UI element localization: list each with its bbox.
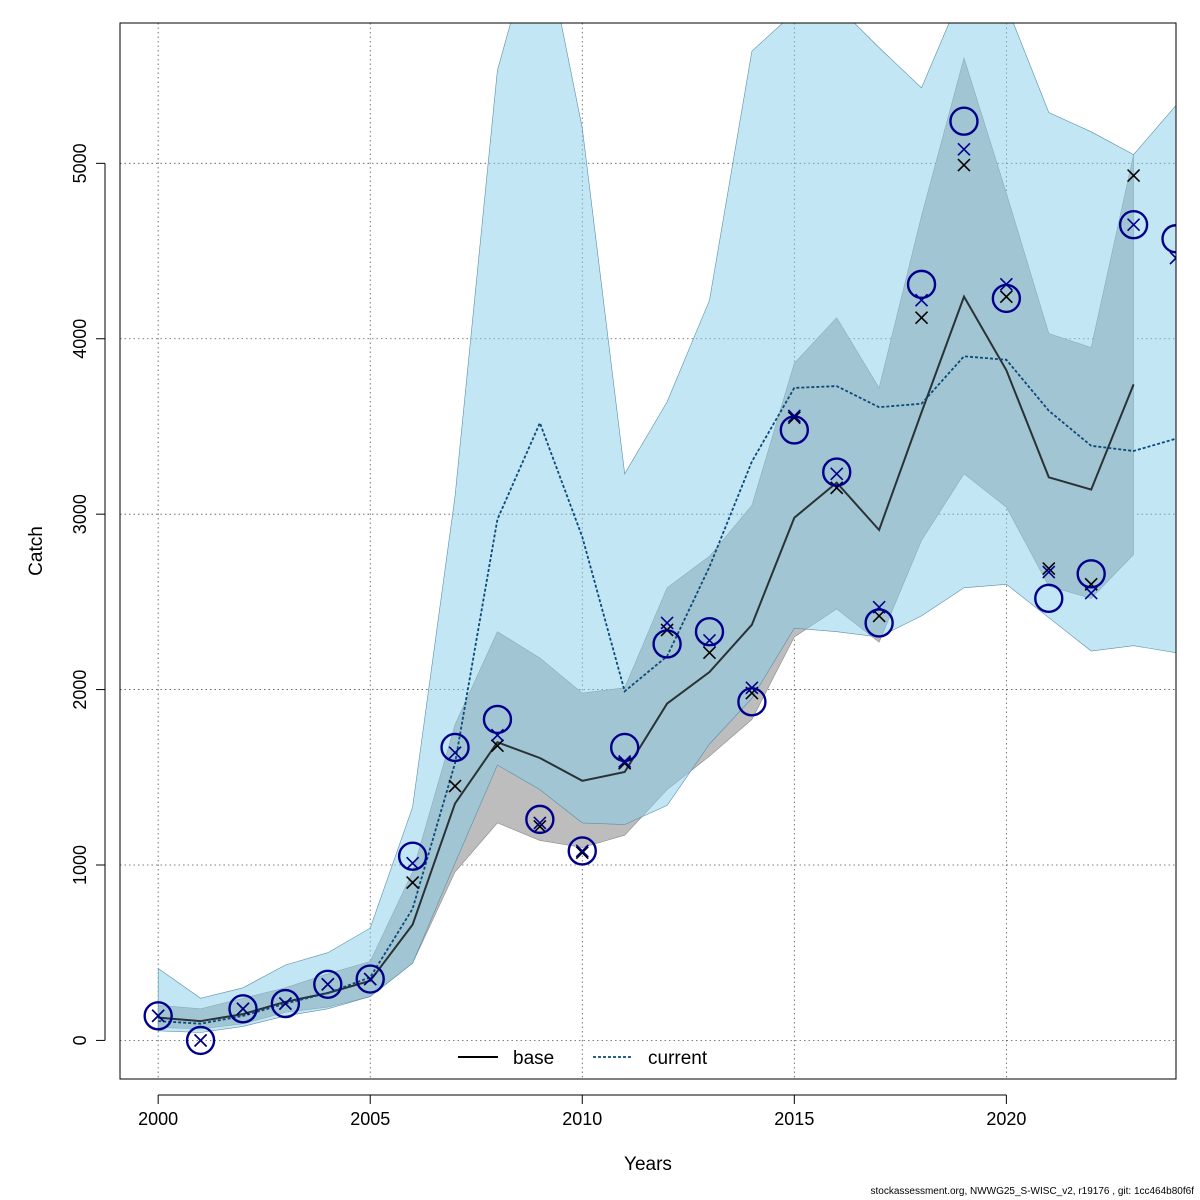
observed-circle-2008 xyxy=(482,704,513,735)
observed-circle-2001 xyxy=(185,1025,216,1056)
current-cross-2022 xyxy=(1084,586,1098,600)
current-line xyxy=(158,355,1176,1025)
current-cross-2007 xyxy=(448,746,462,760)
observed-circle-2012 xyxy=(652,629,682,659)
base-cross-2010 xyxy=(575,846,589,860)
current-cross-2012 xyxy=(660,616,674,630)
x-tick-label-2000: 2000 xyxy=(138,1109,178,1129)
observed-circle-2014 xyxy=(737,687,767,717)
plot-frame xyxy=(119,22,1177,1080)
x-tick-label-2005: 2005 xyxy=(350,1109,390,1129)
y-tick-label-3000: 3000 xyxy=(70,494,90,534)
observed-circle-2017 xyxy=(864,608,894,638)
base-cross-2009 xyxy=(533,819,547,833)
observed-circle-2004 xyxy=(313,969,343,999)
observed-circle-2019 xyxy=(949,106,979,136)
footer-credit: stockassessment.org, NWWG25_S-WISC_v2, r… xyxy=(870,1186,1194,1197)
current-cross-2005 xyxy=(363,972,377,986)
base-cross-2020 xyxy=(999,290,1013,304)
current-cross-2000 xyxy=(151,1009,165,1023)
current-cross-2016 xyxy=(830,467,844,481)
y-axis: 0 1000 2000 3000 4000 5000 xyxy=(70,143,106,1045)
observed-circle-2023 xyxy=(1118,210,1149,240)
base-cross-2015 xyxy=(787,411,801,425)
observed-circle-2015 xyxy=(779,415,810,445)
base-cross-2006 xyxy=(406,875,420,890)
observed-circle-2020 xyxy=(991,283,1022,314)
observed-circle-2009 xyxy=(525,804,555,835)
x-axis: 2000 2005 2010 2015 2020 xyxy=(138,1094,1026,1129)
base-cross-2023 xyxy=(1127,169,1141,183)
observed-circle-2018 xyxy=(906,269,937,300)
current-cross-2001 xyxy=(194,1033,208,1047)
current-cross-2023 xyxy=(1127,218,1141,232)
observed-circle-2005 xyxy=(355,964,385,994)
current-cross-2003 xyxy=(278,997,292,1011)
current-cross-2019 xyxy=(957,142,971,156)
observed-circle-2006 xyxy=(397,841,428,871)
x-axis-title: Years xyxy=(624,1154,672,1175)
y-tick-label-0: 0 xyxy=(70,1035,90,1045)
observed-circle-2024 xyxy=(1161,224,1176,254)
base-cross-2021 xyxy=(1042,561,1056,576)
observation-markers xyxy=(143,106,1176,1056)
y-tick-label-5000: 5000 xyxy=(70,143,90,183)
base-cross-2013 xyxy=(702,646,717,660)
x-tick-label-2015: 2015 xyxy=(774,1109,814,1129)
observed-circle-2021 xyxy=(1034,583,1064,614)
legend-base-label: base xyxy=(513,1048,554,1069)
base-cross-2018 xyxy=(914,311,929,325)
base-cross-2007 xyxy=(448,779,462,793)
x-tick-label-2020: 2020 xyxy=(986,1109,1026,1129)
y-tick-label-4000: 4000 xyxy=(70,319,90,359)
current-confidence-band xyxy=(157,23,1176,1033)
base-cross-2008 xyxy=(490,739,505,753)
y-axis-title: Catch xyxy=(26,526,47,576)
current-cross-2010 xyxy=(575,844,589,858)
current-cross-2004 xyxy=(321,977,335,991)
x-tick-label-2010: 2010 xyxy=(562,1109,602,1129)
observed-circle-2007 xyxy=(440,732,470,763)
y-tick-label-2000: 2000 xyxy=(70,670,90,710)
current-cross-2009 xyxy=(533,816,547,830)
base-cross-2019 xyxy=(957,158,971,172)
legend-current-label: current xyxy=(648,1048,708,1069)
confidence-bands xyxy=(157,23,1176,1033)
current-cross-2024 xyxy=(1169,251,1176,265)
observed-circle-2022 xyxy=(1076,559,1106,589)
current-cross-2002 xyxy=(236,1002,250,1016)
observed-circle-2000 xyxy=(143,1001,173,1031)
observed-circle-2016 xyxy=(822,457,852,487)
observed-circle-2002 xyxy=(228,994,258,1024)
current-cross-2006 xyxy=(406,856,420,870)
current-cross-2021 xyxy=(1042,565,1056,579)
y-tick-label-1000: 1000 xyxy=(70,845,90,885)
observed-circle-2013 xyxy=(694,616,725,647)
observed-circle-2010 xyxy=(567,836,597,866)
legend: base current xyxy=(458,1048,708,1069)
observed-circle-2003 xyxy=(270,988,301,1019)
observed-circle-2011 xyxy=(609,732,640,763)
